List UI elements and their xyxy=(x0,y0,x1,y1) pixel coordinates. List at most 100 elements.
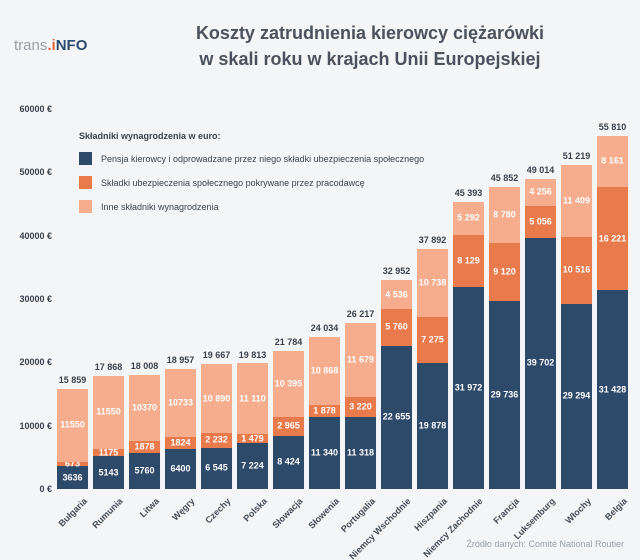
segment-value-label: 10 890 xyxy=(202,393,231,404)
segment-value-label: 10 516 xyxy=(562,264,591,275)
bar-hiszpania: 19 878 7 275 10 738 37 892 xyxy=(417,235,448,489)
segment-value-label: 11 340 xyxy=(310,447,339,458)
bar-segment: 29 736 xyxy=(489,300,520,489)
bar-segment: 11550 xyxy=(93,375,124,450)
bar-total-label: 32 952 xyxy=(382,266,411,277)
bar-total-label: 45 852 xyxy=(490,173,519,184)
bar-segment: 31 972 xyxy=(453,286,484,489)
segment-value-label: 1175 xyxy=(98,447,119,458)
bar-segment: 5 056 xyxy=(525,205,556,238)
bar-segment: 22 655 xyxy=(381,345,412,489)
segment-value-label: 5 760 xyxy=(385,321,408,332)
bar-total-label: 17 868 xyxy=(94,361,123,372)
plot-area: 3636 673 11550 15 859 5143 1175 11550 17 868 576… xyxy=(57,109,633,489)
segment-value-label: 7 224 xyxy=(241,460,264,471)
legend-item-2: Inne składniki wynagrodzenia xyxy=(79,200,424,213)
page-title: Koszty zatrudnienia kierowcy ciężarówki … xyxy=(115,20,625,72)
title-line-2: w skali roku w krajach Unii Europejskiej xyxy=(199,49,541,70)
bar-segment: 6 545 xyxy=(201,447,232,489)
bar-segment: 4 256 xyxy=(525,178,556,206)
bar-segment: 11 318 xyxy=(345,417,376,489)
segment-value-label: 3 220 xyxy=(349,401,372,412)
segment-value-label: 10 395 xyxy=(274,378,303,389)
bar-luksemburg: 39 702 5 056 4 256 49 014 xyxy=(525,165,556,489)
segment-value-label: 5 056 xyxy=(529,216,552,227)
title-line-1: Koszty zatrudnienia kierowcy ciężarówki xyxy=(195,23,545,43)
bar-segment: 6400 xyxy=(165,448,196,489)
bar-total-label: 19 813 xyxy=(238,349,267,360)
logo-text-gray: trans xyxy=(14,37,48,54)
segment-value-label: 10370 xyxy=(131,402,158,413)
bar-segment: 5 760 xyxy=(381,309,412,346)
segment-value-label: 8 129 xyxy=(457,255,480,266)
bar-segment: 2 965 xyxy=(273,416,304,436)
segment-value-label: 29 736 xyxy=(490,389,519,400)
bar-segment: 11550 xyxy=(57,388,88,462)
bar-segment: 11 679 xyxy=(345,322,376,397)
bar-segment: 10370 xyxy=(129,374,160,441)
bar-segment: 7 224 xyxy=(237,443,268,489)
legend-item-label: Inne składniki wynagrodzenia xyxy=(101,201,219,212)
bar-niemcy-wschodnie: 22 655 5 760 4 536 32 952 xyxy=(381,266,412,489)
bar-segment: 10 738 xyxy=(417,249,448,318)
bar-segment: 9 120 xyxy=(489,242,520,301)
segment-value-label: 4 536 xyxy=(385,289,408,300)
bar-segment: 2 232 xyxy=(201,433,232,448)
y-axis-tick-label: 30000 € xyxy=(19,294,52,304)
bar-total-label: 45 393 xyxy=(454,187,483,198)
segment-value-label: 7 275 xyxy=(421,334,444,345)
bar-segment: 8 424 xyxy=(273,435,304,489)
bar-total-label: 37 892 xyxy=(418,235,447,245)
legend-title: Składniki wynagrodzenia w euro: xyxy=(79,131,221,141)
segment-value-label: 1824 xyxy=(170,437,191,448)
bar-segment: 29 294 xyxy=(561,303,592,489)
segment-value-label: 8 161 xyxy=(601,155,624,166)
bar-słowacja: 8 424 2 965 10 395 21 784 xyxy=(273,337,304,489)
bar-segment: 1 878 xyxy=(309,405,340,418)
bar-segment: 19 878 xyxy=(417,363,448,489)
bar-total-label: 49 014 xyxy=(526,164,555,175)
bar-segment: 8 129 xyxy=(453,235,484,287)
chart-legend: Składniki wynagrodzenia w euro: Pensja k… xyxy=(79,131,424,213)
segment-value-label: 10 868 xyxy=(310,365,339,376)
segment-value-label: 11550 xyxy=(96,406,121,417)
y-axis-tick-label: 40000 € xyxy=(19,230,52,241)
segment-value-label: 6400 xyxy=(170,463,191,474)
segment-value-label: 16 221 xyxy=(598,233,627,244)
segment-value-label: 2 232 xyxy=(205,434,228,445)
bar-francja: 29 736 9 120 8 780 45 852 xyxy=(489,173,520,489)
bar-total-label: 51 219 xyxy=(562,150,591,161)
legend-item-label: Składki ubezpieczenia społecznego pokryw… xyxy=(101,177,365,188)
bar-czechy: 6 545 2 232 10 890 19 667 xyxy=(201,350,232,489)
bar-segment: 1878 xyxy=(129,440,160,453)
bar-segment: 10 516 xyxy=(561,236,592,304)
bar-total-label: 21 784 xyxy=(274,337,303,347)
x-axis-label-słowenia: Słowenia xyxy=(306,496,342,531)
legend-item-label: Pensja kierowcy i odprowadzane przez nie… xyxy=(101,153,425,164)
bar-słowenia: 11 340 1 878 10 868 24 034 xyxy=(309,323,340,489)
bar-niemcy-zachodnie: 31 972 8 129 5 292 45 393 xyxy=(453,188,484,489)
bar-segment: 16 221 xyxy=(597,187,628,290)
bar-segment: 3636 xyxy=(57,466,88,489)
bar-total-label: 15 859 xyxy=(58,374,87,385)
segment-value-label: 10733 xyxy=(167,397,194,408)
bar-segment: 7 275 xyxy=(417,317,448,364)
logo-text-navy: NFO xyxy=(55,37,88,54)
x-axis-label-czechy: Czechy xyxy=(203,496,234,526)
y-axis-tick-label: 60000 € xyxy=(19,104,52,114)
bar-segment: 11 409 xyxy=(561,164,592,237)
bar-segment: 1824 xyxy=(165,436,196,449)
y-axis-tick-label: 10000 € xyxy=(19,420,52,431)
segment-value-label: 19 878 xyxy=(418,420,447,431)
bar-segment: 5 292 xyxy=(453,201,484,235)
segment-value-label: 1 479 xyxy=(241,433,264,443)
bar-segment: 1 479 xyxy=(237,433,268,444)
x-axis-label-rumunia: Rumunia xyxy=(90,496,126,531)
y-axis-tick-label: 20000 € xyxy=(19,357,52,368)
segment-value-label: 5760 xyxy=(134,465,155,476)
segment-value-label: 1878 xyxy=(134,441,155,452)
bar-segment: 10 395 xyxy=(273,351,304,417)
bar-węgry: 6400 1824 10733 18 957 xyxy=(165,355,196,489)
bar-total-label: 26 217 xyxy=(346,309,375,319)
bar-litwa: 5760 1878 10370 18 008 xyxy=(129,361,160,489)
